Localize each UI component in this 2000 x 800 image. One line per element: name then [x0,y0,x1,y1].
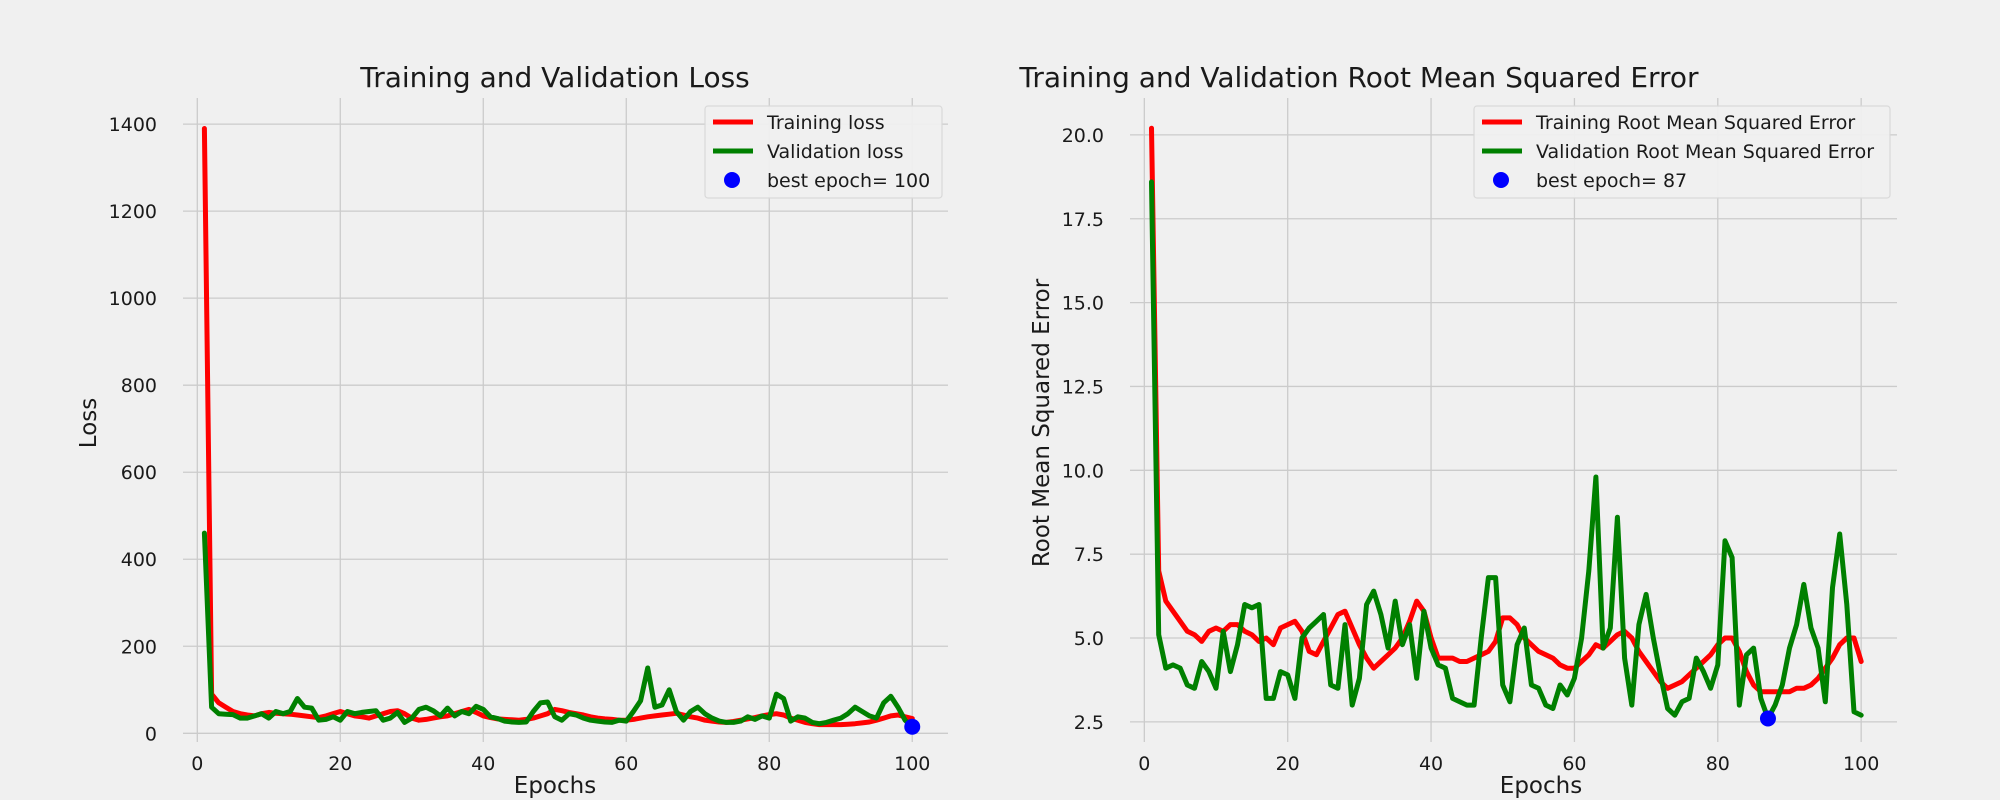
loss-chart-best-epoch-point [904,718,921,735]
rmse-chart-legend-label: best epoch= 87 [1536,170,1687,192]
loss-chart: Training and Validation Loss Epochs Loss… [76,61,948,799]
loss-chart-ylabel: Loss [76,398,102,448]
loss-chart-validation-line [201,530,915,730]
rmse-chart-xtick-label: 60 [1562,753,1586,775]
rmse-chart-legend-box [1473,105,1891,199]
rmse-chart-ylabel: Root Mean Squared Error [1029,278,1055,567]
rmse-chart-legend-label: Validation Root Mean Squared Error [1536,141,1874,163]
rmse-chart-xtick-label: 20 [1276,753,1300,775]
rmse-chart-ytick-label: 7.5 [1074,544,1104,566]
loss-chart-ytick-label: 400 [121,549,157,571]
loss-chart-ytick-label: 1400 [109,114,157,136]
loss-chart-legend-label: Validation loss [767,141,904,163]
loss-chart-ytick-label: 1200 [109,201,157,223]
loss-chart-xlabel: Epochs [514,773,596,799]
rmse-chart-ytick-label: 12.5 [1062,376,1104,398]
rmse-chart-xtick-label: 40 [1419,753,1443,775]
rmse-chart-title: Training and Validation Root Mean Square… [1018,61,1699,94]
loss-chart-xtick-label: 100 [894,753,930,775]
rmse-chart-training-line [1149,125,1864,695]
loss-chart-legend-marker [724,172,740,188]
rmse-chart-xtick-label: 100 [1843,753,1879,775]
loss-chart-legend-box [704,105,943,199]
rmse-chart-legend: Training Root Mean Squared Error Validati… [1473,105,1891,199]
rmse-chart-ytick-label: 10.0 [1062,460,1104,482]
rmse-chart-legend-marker [1493,172,1509,188]
loss-chart-ytick-label: 1000 [109,288,157,310]
rmse-chart-best-epoch-point [1759,710,1776,727]
rmse-chart-xlabel: Epochs [1500,773,1582,799]
rmse-chart-validation-line [1149,179,1864,721]
loss-chart-xtick-label: 80 [757,753,781,775]
rmse-chart-ytick-label: 5.0 [1074,628,1104,650]
rmse-chart-ytick-label: 20.0 [1062,125,1104,147]
loss-chart-xtick-label: 20 [328,753,352,775]
loss-chart-xtick-label: 40 [471,753,495,775]
loss-chart-ytick-label: 0 [145,723,157,745]
loss-chart-plot-area [183,98,948,742]
rmse-chart-xtick-label: 0 [1138,753,1150,775]
rmse-chart: Training and Validation Root Mean Square… [1018,61,1897,799]
loss-chart-ytick-label: 800 [121,375,157,397]
rmse-chart-ytick-label: 17.5 [1062,209,1104,231]
loss-chart-xtick-label: 60 [614,753,638,775]
rmse-chart-ytick-label: 2.5 [1074,712,1104,734]
loss-chart-legend-label: Training loss [766,112,885,134]
loss-chart-title: Training and Validation Loss [359,61,750,94]
rmse-chart-legend-label: Training Root Mean Squared Error [1535,112,1855,134]
loss-chart-ytick-label: 200 [121,636,157,658]
loss-chart-xtick-label: 0 [191,753,203,775]
rmse-chart-plot-area [1130,98,1897,742]
loss-chart-legend-label: best epoch= 100 [767,170,930,192]
rmse-chart-xtick-label: 80 [1706,753,1730,775]
rmse-chart-ytick-label: 15.0 [1062,293,1104,315]
loss-chart-legend: Training loss Validation loss best epoch= … [704,105,943,199]
loss-chart-ytick-label: 600 [121,462,157,484]
